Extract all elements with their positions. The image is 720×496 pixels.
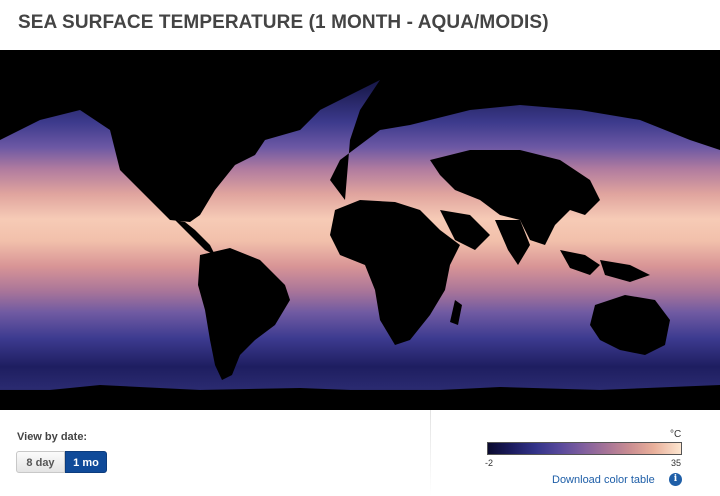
8-day-button[interactable]: 8 day [16,451,65,473]
divider [430,410,431,496]
sst-map [0,50,720,410]
sst-map-image [0,50,720,410]
1-month-button[interactable]: 1 mo [65,451,107,473]
colorbar-max-label: 35 [671,458,682,468]
colorbar [487,442,682,455]
colorbar-min-label: -2 [485,458,494,468]
colorbar-unit: °C [670,429,682,440]
title-bar: SEA SURFACE TEMPERATURE (1 MONTH - AQUA/… [0,0,720,50]
info-icon[interactable]: i [669,473,682,486]
download-color-table-link[interactable]: Download color table [552,474,655,486]
controls-panel: View by date: 8 day 1 mo °C -2 35 Downlo… [0,410,720,496]
view-by-date-label: View by date: [17,431,88,443]
page-title: SEA SURFACE TEMPERATURE (1 MONTH - AQUA/… [18,12,549,33]
